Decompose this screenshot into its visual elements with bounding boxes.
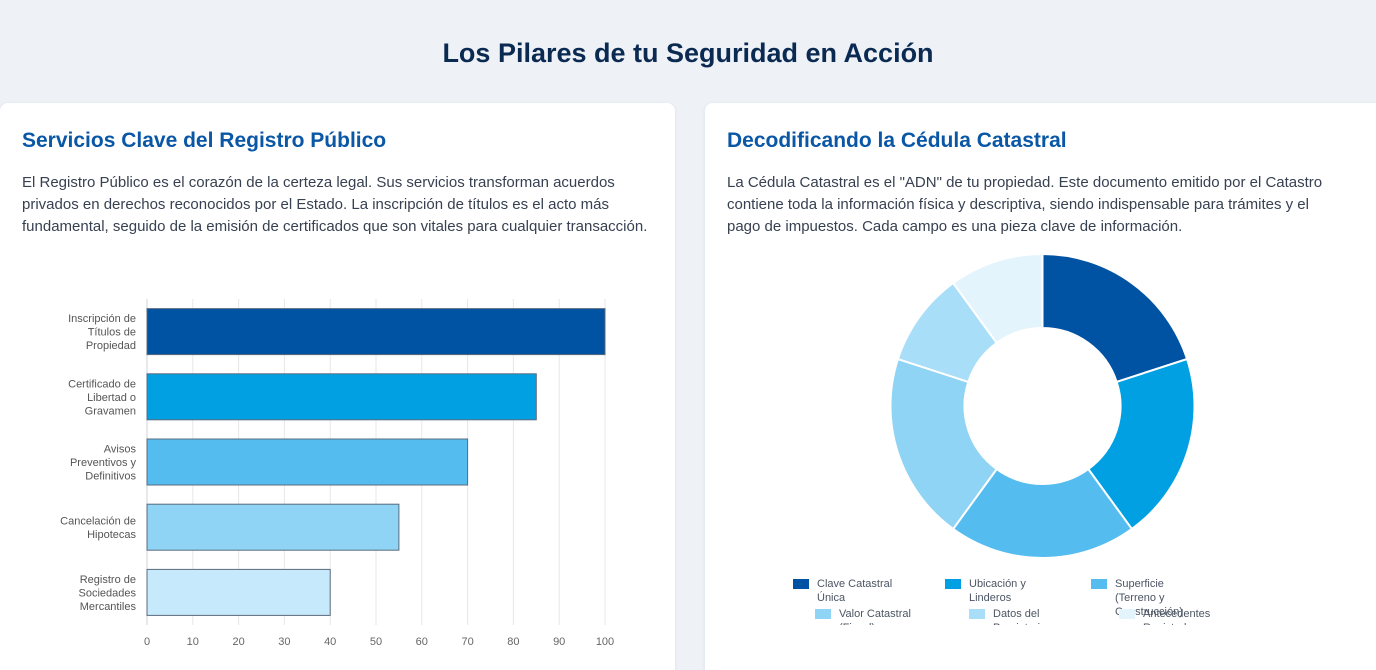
- registry-services-bar-chart: 0 10 20 30 40 50 60 70 80 90 100 Inscripción de Títu…: [60, 299, 614, 648]
- doughnut-slice[interactable]: [951, 252, 1044, 345]
- bar[interactable]: [146, 373, 537, 421]
- cadastral-heading: Decodificando la Cédula Catastral: [727, 129, 1067, 152]
- legend-item[interactable]: AntecedentesRegistrales: [1119, 607, 1233, 625]
- registry-services-heading: Servicios Clave del Registro Público: [22, 129, 387, 152]
- legend-label: Valor Catastral(Fiscal): [839, 608, 911, 625]
- y-category-label: Avisos Preventivos y Definitivos: [70, 444, 137, 483]
- x-tick-label: 50: [370, 636, 382, 648]
- y-category-label: Registro de Sociedades Mercantiles: [79, 574, 137, 613]
- legend-swatch: [1091, 579, 1107, 589]
- legend-swatch: [945, 579, 961, 589]
- legend-label: Clave Catastral Única: [817, 578, 893, 604]
- bar[interactable]: [146, 438, 469, 486]
- x-tick-label: 100: [596, 636, 614, 648]
- x-tick-label: 80: [507, 636, 519, 648]
- bar[interactable]: [146, 503, 400, 551]
- legend-swatch: [815, 609, 831, 619]
- page-title: Los Pilares de tu Seguridad en Acción: [442, 38, 934, 68]
- doughnut-slice[interactable]: [951, 467, 1134, 559]
- cadastral-doughnut-chart: [889, 252, 1196, 559]
- x-tick-label: 40: [324, 636, 336, 648]
- bar[interactable]: [146, 308, 606, 356]
- y-category-label: Cancelación de Hipotecas: [60, 515, 136, 541]
- doughnut-slice[interactable]: [1086, 357, 1196, 531]
- y-category-label: Certificado de Libertad o Gravamen: [68, 378, 136, 417]
- y-category-label: Inscripción de Títulos de Propiedad: [68, 313, 136, 352]
- cadastral-description: La Cédula Catastral es el "ADN" de tu pr…: [727, 174, 1323, 235]
- legend-label: Datos delPropietario: [993, 608, 1046, 625]
- x-tick-label: 60: [416, 636, 428, 648]
- legend-swatch: [1119, 609, 1135, 619]
- x-tick-label: 20: [232, 636, 244, 648]
- x-tick-label: 90: [553, 636, 565, 648]
- x-tick-label: 10: [187, 636, 199, 648]
- legend-item[interactable]: Ubicación y Linderos: [945, 577, 1059, 605]
- registry-services-description: El Registro Público es el corazón de la …: [22, 174, 648, 235]
- legend-item[interactable]: Clave Catastral Única: [793, 577, 907, 605]
- legend-label: Ubicación y Linderos: [969, 578, 1026, 604]
- legend-label: AntecedentesRegistrales: [1143, 608, 1211, 625]
- x-tick-label: 70: [461, 636, 473, 648]
- bar[interactable]: [146, 568, 331, 616]
- doughnut-slice[interactable]: [1041, 252, 1189, 384]
- doughnut-legend: Clave Catastral Única Ubicación y Linderos S…: [793, 577, 1293, 625]
- legend-item[interactable]: Datos delPropietario: [969, 607, 1083, 625]
- legend-swatch: [793, 579, 809, 589]
- x-tick-label: 0: [144, 636, 150, 648]
- x-tick-label: 30: [278, 636, 290, 648]
- doughnut-slice[interactable]: [889, 357, 999, 531]
- cadastral-card: Decodificando la Cédula Catastral La Céd…: [705, 103, 1376, 670]
- legend-item[interactable]: Valor Catastral(Fiscal): [815, 607, 929, 625]
- registry-services-card: Servicios Clave del Registro Público El …: [0, 103, 675, 670]
- legend-swatch: [969, 609, 985, 619]
